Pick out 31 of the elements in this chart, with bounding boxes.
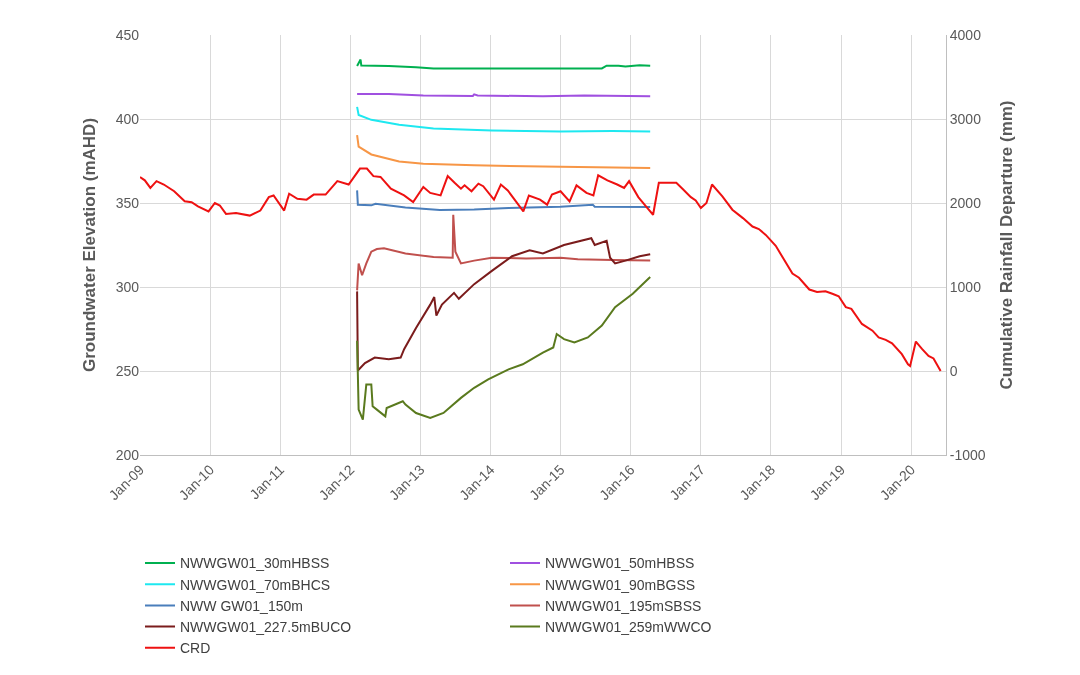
y2-axis-title: Cumulative Rainfall Departure (mm)	[997, 100, 1017, 390]
legend-label: NWW GW01_150m	[180, 597, 303, 614]
line-series	[356, 58, 652, 70]
y2-tick-label: 0	[949, 362, 958, 379]
y-tick-label: 400	[115, 110, 140, 127]
line-series	[140, 167, 942, 372]
y2-tick-label: -1000	[949, 446, 986, 463]
legend-label: NWWGW01_90mBGSS	[545, 576, 696, 593]
y2-tick-label: 4000	[949, 26, 982, 43]
y2-tick-label: 1000	[949, 278, 982, 295]
line-series	[356, 275, 652, 421]
legend-label: NWWGW01_227.5mBUCO	[180, 619, 352, 636]
legend-label: NWWGW01_259mWWCO	[545, 619, 712, 636]
y-tick-label: 350	[115, 194, 140, 211]
line-series	[356, 213, 652, 292]
legend-label: CRD	[180, 640, 211, 657]
legend-label: NWWGW01_50mHBSS	[545, 555, 695, 572]
y-axis-title: Groundwater Elevation (mAHD)	[80, 117, 100, 373]
y-tick-label: 450	[115, 26, 140, 43]
line-series	[356, 189, 652, 211]
legend-label: NWWGW01_70mBHCS	[180, 576, 331, 593]
y2-tick-label: 3000	[949, 110, 982, 127]
legend-label: NWWGW01_195mSBSS	[545, 597, 702, 614]
y-tick-label: 250	[115, 362, 140, 379]
line-series	[356, 134, 652, 169]
y-tick-label: 300	[115, 278, 140, 295]
line-series	[356, 105, 652, 133]
line-series	[356, 237, 652, 372]
legend-label: NWWGW01_30mHBSS	[180, 555, 330, 572]
y2-tick-label: 2000	[949, 194, 982, 211]
y-tick-label: 200	[115, 446, 140, 463]
